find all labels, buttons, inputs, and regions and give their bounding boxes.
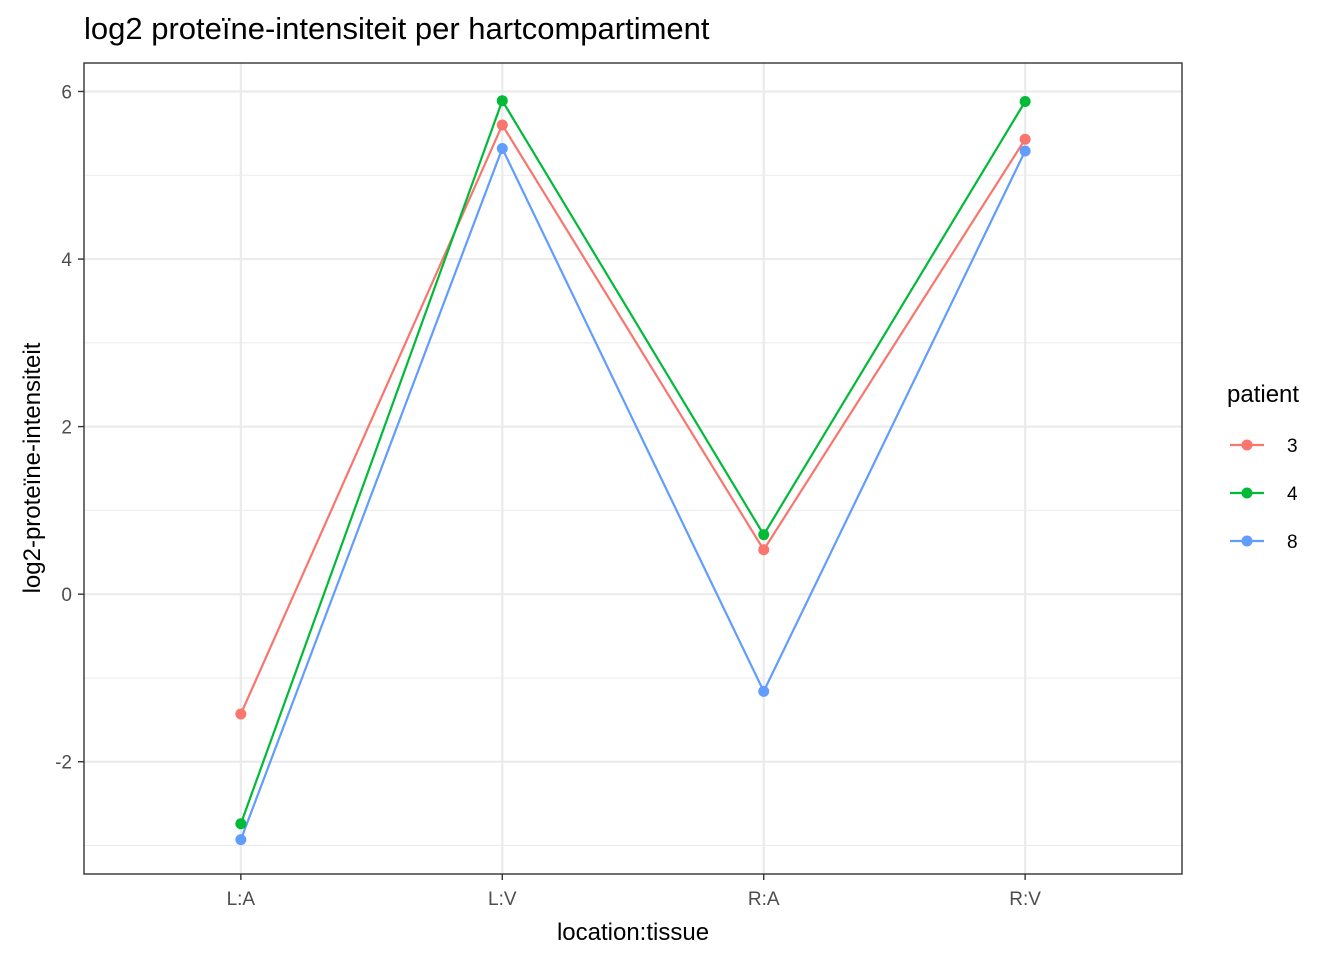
legend-title: patient [1227, 381, 1299, 408]
data-point-8 [1019, 145, 1031, 157]
major-gridlines [84, 63, 1182, 874]
x-axis-ticks: L:A L:V R:A R:V [227, 874, 1041, 910]
data-point-3 [235, 708, 247, 720]
legend-label: 8 [1287, 532, 1298, 553]
y-tick-label: 2 [61, 418, 72, 439]
x-tick-label: R:V [1009, 889, 1041, 910]
plot-panel [84, 63, 1182, 874]
y-axis-ticks: -2 0 2 4 6 [55, 82, 84, 774]
plot-border [83, 62, 1183, 875]
y-tick-label: 0 [61, 585, 72, 606]
data-point-8 [235, 834, 247, 846]
data-point-4 [235, 818, 247, 830]
series-lines [239, 98, 1027, 841]
x-tick-label: L:V [488, 889, 517, 910]
legend-items: 3 4 8 [1230, 436, 1298, 553]
y-tick-label: 6 [61, 82, 72, 103]
y-tick-label: -2 [55, 753, 72, 774]
data-point-3 [758, 544, 770, 556]
x-axis-title: location:tissue [557, 919, 709, 946]
y-axis-title: log2-proteïne-intensiteit [19, 342, 46, 593]
legend-label: 3 [1287, 436, 1298, 457]
legend-key-point [1241, 535, 1253, 547]
data-point-4 [496, 95, 508, 107]
series-points [235, 95, 1031, 846]
data-point-4 [758, 529, 770, 541]
data-point-3 [1019, 133, 1031, 145]
minor-gridlines [84, 174, 1182, 847]
y-tick-label: 4 [61, 250, 72, 271]
series-line-8 [239, 145, 1027, 841]
series-line-4 [239, 98, 1027, 825]
data-point-4 [1019, 96, 1031, 108]
x-tick-label: R:A [748, 889, 780, 910]
legend-key-point [1241, 487, 1253, 499]
data-point-3 [496, 119, 508, 131]
data-point-8 [758, 685, 770, 697]
legend-label: 4 [1287, 484, 1298, 505]
chart-title: log2 proteïne-intensiteit per hartcompar… [84, 11, 710, 46]
series-line-3 [239, 122, 1027, 715]
legend: patient 3 4 8 [1227, 381, 1299, 553]
data-point-8 [496, 142, 508, 154]
legend-key-point [1241, 439, 1253, 451]
x-tick-label: L:A [227, 889, 256, 910]
